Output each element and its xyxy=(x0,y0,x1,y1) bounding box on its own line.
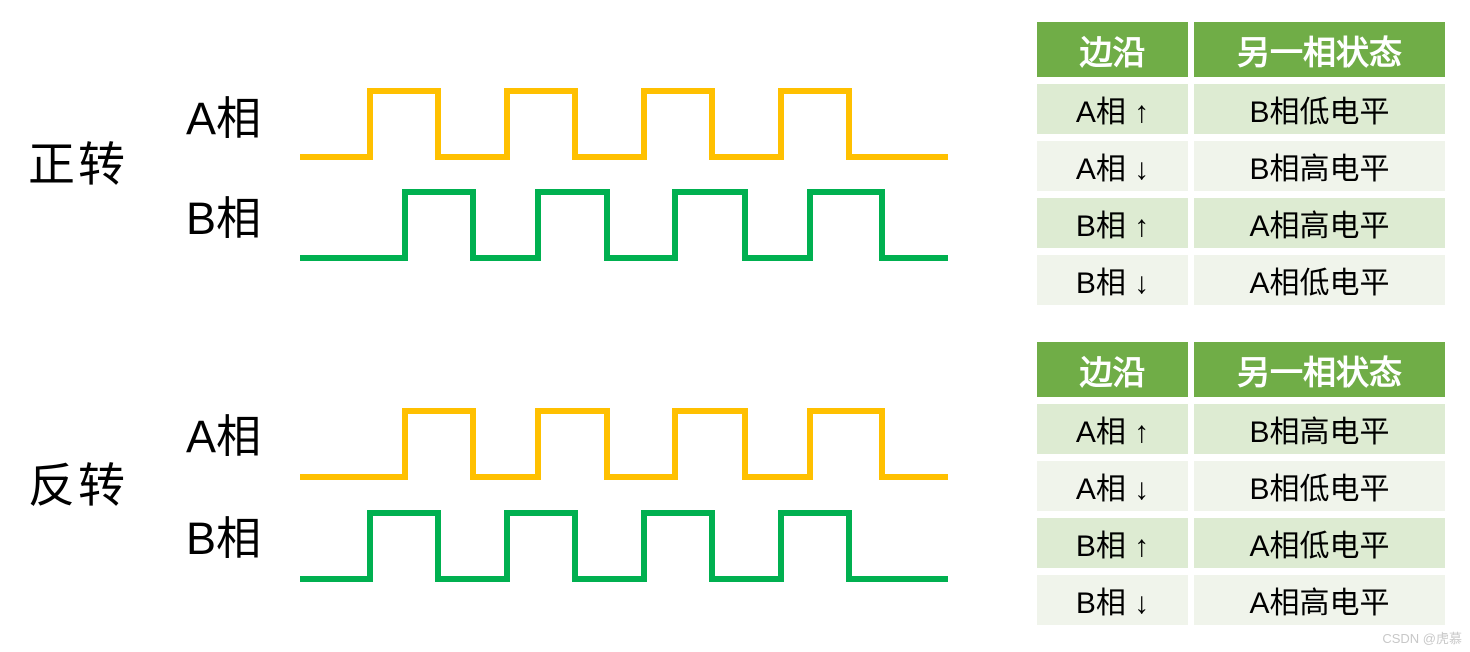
state-cell: A相高电平 xyxy=(1188,575,1445,625)
reverse-edge-state-table: 边沿 另一相状态 A相 ↑ B相高电平 A相 ↓ B相低电平 B相 ↑ A相低电… xyxy=(1037,335,1445,632)
edge-cell: A相 ↑ xyxy=(1037,404,1188,454)
state-cell: A相低电平 xyxy=(1188,255,1445,305)
reverse-phase-b-label: B相 xyxy=(186,513,262,564)
edge-column-header: 边沿 xyxy=(1037,342,1188,397)
edge-cell: B相 ↓ xyxy=(1037,575,1188,625)
table-row: A相 ↑ B相低电平 xyxy=(1037,84,1445,134)
forward-rotation-label: 正转 xyxy=(28,138,128,191)
forward-edge-state-table: 边沿 另一相状态 A相 ↑ B相低电平 A相 ↓ B相高电平 B相 ↑ A相高电… xyxy=(1037,15,1445,312)
state-cell: B相低电平 xyxy=(1188,461,1445,511)
state-cell: A相低电平 xyxy=(1188,518,1445,568)
table-header-row: 边沿 另一相状态 xyxy=(1037,22,1445,77)
state-cell: A相高电平 xyxy=(1188,198,1445,248)
state-cell: B相高电平 xyxy=(1188,141,1445,191)
edge-cell: A相 ↓ xyxy=(1037,141,1188,191)
waveform-reverse-phase-b xyxy=(300,510,948,582)
table-row: A相 ↓ B相高电平 xyxy=(1037,141,1445,191)
csdn-watermark: CSDN @虎慕 xyxy=(1382,631,1462,646)
waveform-forward-phase-b xyxy=(300,189,948,261)
table-row: A相 ↑ B相高电平 xyxy=(1037,404,1445,454)
edge-column-header: 边沿 xyxy=(1037,22,1188,77)
forward-phase-a-label: A相 xyxy=(186,93,262,144)
edge-cell: B相 ↓ xyxy=(1037,255,1188,305)
edge-cell: B相 ↑ xyxy=(1037,198,1188,248)
other-phase-state-column-header: 另一相状态 xyxy=(1188,342,1445,397)
table-row: B相 ↑ A相低电平 xyxy=(1037,518,1445,568)
edge-cell: B相 ↑ xyxy=(1037,518,1188,568)
forward-phase-b-label: B相 xyxy=(186,193,262,244)
state-cell: B相低电平 xyxy=(1188,84,1445,134)
table-header-row: 边沿 另一相状态 xyxy=(1037,342,1445,397)
edge-cell: A相 ↓ xyxy=(1037,461,1188,511)
reverse-rotation-label: 反转 xyxy=(28,459,128,512)
table-row: B相 ↓ A相低电平 xyxy=(1037,255,1445,305)
table-row: A相 ↓ B相低电平 xyxy=(1037,461,1445,511)
state-cell: B相高电平 xyxy=(1188,404,1445,454)
table-row: B相 ↓ A相高电平 xyxy=(1037,575,1445,625)
other-phase-state-column-header: 另一相状态 xyxy=(1188,22,1445,77)
waveform-reverse-phase-a xyxy=(300,408,948,480)
edge-cell: A相 ↑ xyxy=(1037,84,1188,134)
reverse-phase-a-label: A相 xyxy=(186,411,262,462)
table-row: B相 ↑ A相高电平 xyxy=(1037,198,1445,248)
waveform-forward-phase-a xyxy=(300,88,948,160)
